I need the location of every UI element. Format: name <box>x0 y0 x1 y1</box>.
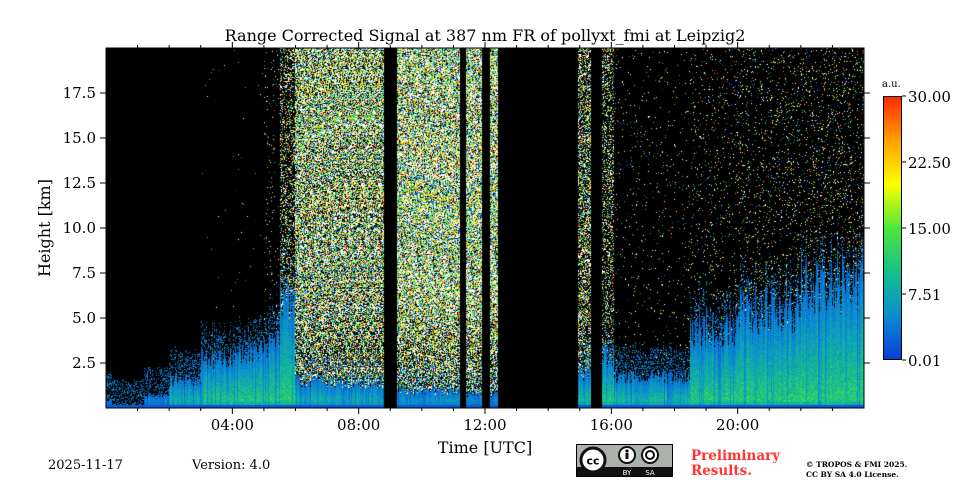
y-tick-label: 12.5 <box>63 174 96 192</box>
x-tick-label: 20:00 <box>716 416 759 434</box>
cc-by-sa-icon: cc BY SA <box>577 446 672 477</box>
preliminary-line-2: Results. <box>691 463 752 479</box>
plot-frame <box>105 47 865 409</box>
preliminary-line-1: Preliminary <box>691 448 781 464</box>
colorbar-tick-label: 22.50 <box>908 154 951 172</box>
chart-title: Range Corrected Signal at 387 nm FR of p… <box>224 26 746 45</box>
colorbar-tick-label: 15.00 <box>908 220 951 238</box>
y-tick-label: 15.0 <box>63 129 96 147</box>
version-label: Version: 4.0 <box>192 458 271 473</box>
colorbar-unit: a.u. <box>882 79 901 90</box>
colorbar <box>883 96 902 360</box>
colorbar-tick-label: 30.00 <box>908 88 951 106</box>
x-tick-label: 16:00 <box>590 416 633 434</box>
heatmap <box>106 48 864 408</box>
preliminary-note: Preliminary Results. <box>691 449 780 479</box>
svg-text:cc: cc <box>586 455 599 468</box>
copyright-line-2: CC BY SA 4.0 License. <box>806 470 899 479</box>
y-tick-label: 17.5 <box>63 84 96 102</box>
copyright-line-1: © TROPOS & FMI 2025. <box>806 460 908 469</box>
y-tick-label: 7.5 <box>72 264 96 282</box>
date-label: 2025-11-17 <box>48 458 123 473</box>
y-tick-label: 2.5 <box>72 354 96 372</box>
cc-license-badge: cc BY SA <box>576 444 673 477</box>
colorbar-tick-label: 7.51 <box>908 286 941 304</box>
svg-text:SA: SA <box>645 469 655 476</box>
copyright-note: © TROPOS & FMI 2025. CC BY SA 4.0 Licens… <box>806 460 907 480</box>
x-tick-label: 08:00 <box>337 416 380 434</box>
x-tick-label: 04:00 <box>211 416 254 434</box>
colorbar-tick-label: 0.01 <box>908 352 941 370</box>
y-tick-label: 5.0 <box>72 309 96 327</box>
svg-text:BY: BY <box>623 469 632 476</box>
y-tick-label: 10.0 <box>63 219 96 237</box>
x-tick-label: 12:00 <box>463 416 506 434</box>
x-axis-label: Time [UTC] <box>438 438 532 457</box>
y-axis-label: Height [km] <box>35 179 54 277</box>
